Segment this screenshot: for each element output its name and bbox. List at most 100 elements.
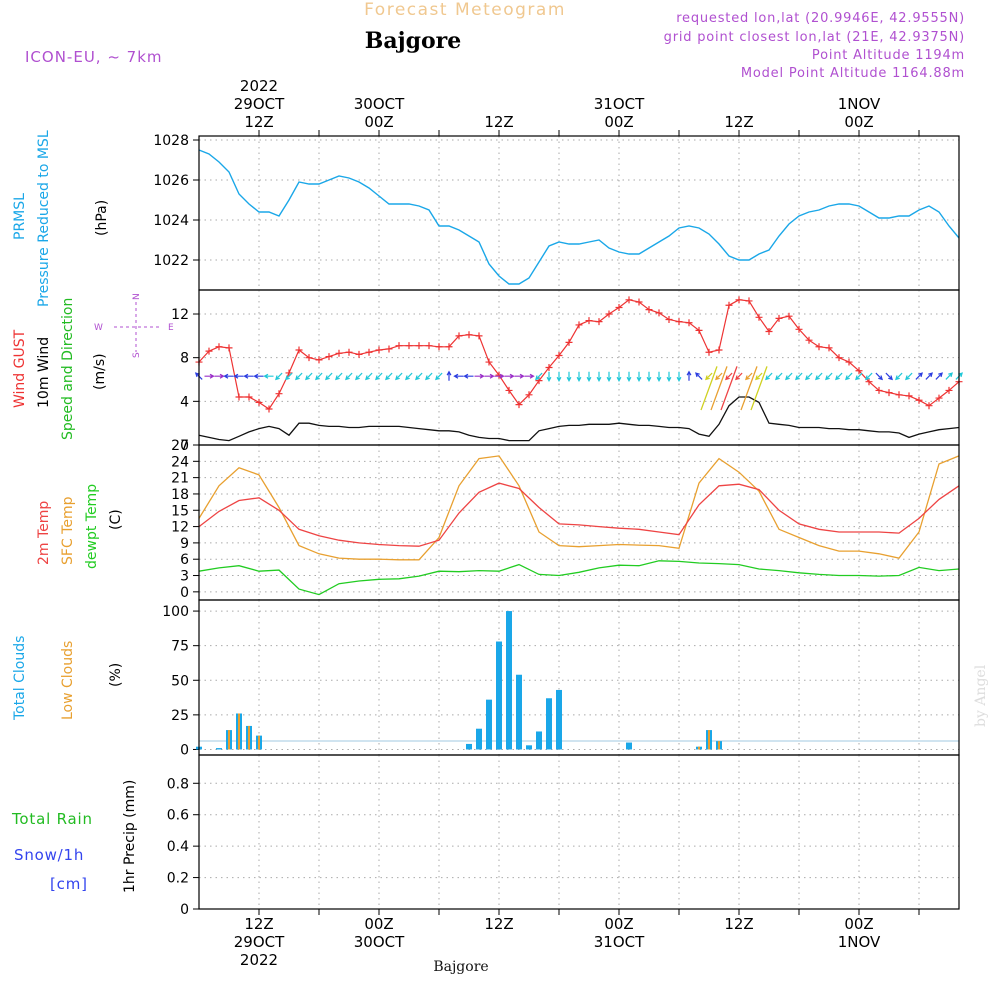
compass-s: S [132, 352, 142, 358]
gust-marker [855, 367, 863, 375]
wind-arrow [514, 373, 525, 379]
2m-temp-series-line [198, 482, 960, 547]
gust-marker [315, 356, 323, 364]
gust-markers [195, 296, 963, 413]
wind-arrow [355, 372, 363, 381]
wind-panel: 0 4 8 12 Wind GUST 10m Wind Speed and Direc… [12, 289, 963, 454]
gust-marker [635, 298, 643, 306]
gust-marker [595, 318, 603, 326]
wind-arrow [765, 372, 773, 381]
gust-marker [735, 296, 743, 304]
gust-marker [505, 386, 513, 394]
gust-marker [525, 391, 533, 399]
gridpoint-coords: grid point closest lon,lat (21E, 42.9375… [664, 30, 965, 45]
strong-wind-arrow [710, 366, 728, 411]
y-tick-label: 1022 [153, 253, 189, 269]
point-altitude: Point Altitude 1194m [812, 48, 965, 63]
gust-marker [615, 303, 623, 311]
gust-marker [865, 378, 873, 386]
total-clouds-bar [486, 699, 492, 750]
gust-marker [395, 342, 403, 350]
wind-arrow [385, 372, 393, 381]
time-axis-label: 31OCT [594, 933, 645, 951]
time-axis-label: 00Z [844, 113, 873, 131]
y-tick-label: 50 [171, 673, 189, 689]
wind-arrow [223, 373, 234, 379]
wind-arrow [626, 371, 632, 382]
gust-marker [245, 393, 253, 401]
wind-arrow [895, 372, 903, 381]
gust-marker [715, 346, 723, 354]
gust-marker [785, 312, 793, 320]
gust-marker [815, 343, 823, 351]
wind-arrow [715, 372, 723, 381]
precip-frame [198, 754, 960, 910]
gust-marker [225, 344, 233, 352]
gust-marker [825, 344, 833, 352]
y-tick-label: 12 [171, 520, 189, 536]
wind-arrow [705, 372, 713, 381]
wind-arrow [556, 371, 562, 382]
gust-marker [835, 354, 843, 362]
gust-marker [545, 364, 553, 371]
wind-arrow [524, 373, 535, 379]
wind-arrow [253, 373, 264, 379]
model-label: ICON-EU, ~ 7km [25, 48, 163, 66]
time-axis-label: 2022 [240, 951, 278, 969]
time-axis-label: 1NOV [838, 933, 881, 951]
wind-arrow [435, 372, 443, 381]
gust-marker [345, 348, 353, 356]
gust-marker [355, 350, 363, 358]
wind-arrow [395, 372, 403, 381]
gust-marker [885, 389, 893, 397]
wind-arrow [735, 372, 743, 381]
low-clouds-bar [248, 725, 250, 750]
wind-arrow [596, 371, 602, 382]
y-tick-label: 0 [180, 438, 189, 454]
wind-arrow [725, 372, 733, 381]
pressure-y-ticks: 1022 1024 1026 1028 [153, 133, 199, 269]
dewpt-series-line [198, 560, 960, 596]
total-clouds-bar [216, 748, 222, 750]
wind-label-10m: 10m Wind [36, 337, 52, 408]
precip-label-cm: [cm] [50, 875, 88, 893]
watermark: by Angel [973, 664, 989, 727]
gust-marker [755, 313, 763, 321]
wind-arrow [785, 372, 793, 381]
gust-marker [575, 321, 583, 329]
temp-unit: (C) [108, 509, 124, 530]
y-tick-label: 24 [171, 454, 189, 470]
gust-marker [745, 297, 753, 305]
strong-wind-arrow [740, 366, 758, 411]
wind-arrow [925, 372, 933, 380]
y-tick-label: 8 [180, 351, 189, 367]
temperature-grid [199, 444, 959, 600]
wind-arrow [345, 372, 353, 381]
wind-arrow [365, 372, 373, 381]
strong-wind-arrow [700, 366, 718, 411]
wind-arrow [484, 373, 495, 379]
pressure-panel: 1022 1024 1026 1028 PRMSL Pressure Reduced … [12, 130, 960, 307]
gust-marker [485, 358, 493, 366]
compass-w: W [94, 323, 103, 333]
total-clouds-bar [626, 742, 632, 750]
gust-marker [725, 301, 733, 309]
total-clouds-bar [556, 689, 562, 750]
wind-arrow [415, 372, 423, 381]
low-clouds-bar [228, 730, 230, 750]
time-axis-label: 12Z [244, 915, 273, 933]
wind-arrow [305, 372, 313, 381]
time-axis-label: 00Z [364, 915, 393, 933]
y-tick-label: 75 [171, 639, 189, 655]
y-tick-label: 1024 [153, 213, 189, 229]
gust-marker [305, 354, 313, 362]
wind-arrow [285, 372, 293, 381]
gust-marker [905, 392, 913, 400]
gust-marker [515, 401, 523, 409]
wind-arrow [535, 372, 543, 381]
gust-marker [795, 325, 803, 333]
clouds-panel: 0 25 50 75 100 Total Clouds Low Clouds (%) [12, 599, 960, 758]
